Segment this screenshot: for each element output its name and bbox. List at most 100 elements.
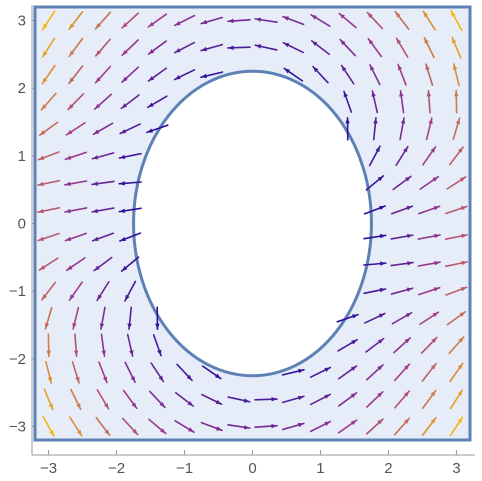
arrow-head [378, 313, 385, 318]
arrow-head [201, 73, 207, 79]
field-arrow [363, 234, 387, 240]
field-arrow [417, 260, 441, 267]
arrow-head [92, 236, 99, 241]
arrow-head [457, 417, 463, 424]
arrow-head [42, 23, 48, 30]
field-arrow [64, 180, 88, 187]
field-arrow [393, 417, 411, 436]
field-arrow [393, 363, 411, 382]
arrow-head [424, 37, 429, 44]
region-fill [35, 7, 470, 440]
field-arrow [445, 205, 468, 215]
field-arrow [94, 38, 111, 57]
arrow-head [97, 294, 102, 301]
arrow-head [461, 260, 468, 266]
field-arrow [94, 11, 112, 30]
arrow-head [120, 129, 127, 134]
region-border-ellipse [132, 69, 373, 378]
field-arrow [310, 14, 331, 28]
arrow-head [65, 155, 72, 160]
arrow-head [324, 394, 331, 399]
arrow-head [64, 208, 71, 214]
arrow-head [379, 234, 386, 239]
arrow-head [406, 206, 413, 211]
field-arrow [176, 363, 193, 382]
arrow-head [397, 64, 403, 71]
field-arrow [281, 422, 305, 431]
arrow-head [396, 38, 402, 45]
arrow-head [95, 23, 102, 29]
arrow-head [69, 77, 75, 84]
arrow-head [271, 396, 278, 402]
field-arrow [38, 257, 59, 271]
arrow-head [160, 428, 166, 434]
arrow-head [425, 64, 430, 71]
arrow-head [73, 350, 79, 357]
arrow-head [434, 260, 441, 266]
field-arrow [68, 37, 84, 58]
arrow-head [430, 363, 436, 370]
field-arrow [390, 233, 414, 240]
arrow-head [158, 375, 164, 382]
arrow-head [174, 75, 181, 80]
field-arrow [422, 10, 436, 31]
field-arrow [146, 124, 169, 134]
arrow-head [148, 21, 155, 27]
arrow-head [377, 419, 383, 425]
arrow-head [76, 403, 81, 410]
y-tick-label: −1 [9, 283, 26, 300]
field-arrow [367, 37, 383, 58]
field-arrow [42, 416, 55, 437]
field-arrow [390, 287, 414, 295]
y-tick-label: 0 [18, 216, 26, 233]
arrow-head [39, 265, 46, 271]
field-arrow [309, 420, 332, 433]
field-arrow [201, 365, 222, 380]
field-arrow [120, 256, 140, 272]
field-arrow [451, 36, 462, 59]
field-arrow [200, 71, 224, 79]
arrow-head [434, 233, 441, 239]
field-arrow [64, 232, 87, 242]
field-arrow [73, 333, 79, 358]
y-tick-label: 2 [18, 80, 26, 97]
arrow-head [243, 398, 250, 403]
field-arrow [450, 10, 463, 31]
field-arrow [126, 333, 134, 357]
field-arrow [372, 117, 378, 141]
field-arrow [446, 176, 467, 190]
arrow-head [76, 429, 82, 436]
field-arrow [425, 63, 434, 86]
arrow-head [127, 323, 132, 330]
field-arrow [93, 256, 113, 272]
arrow-head [69, 50, 75, 57]
arrow-head [380, 261, 386, 266]
arrow-head [215, 399, 222, 405]
field-arrow [68, 281, 83, 301]
field-arrow [227, 424, 251, 430]
arrow-head [460, 206, 467, 211]
field-arrow [417, 286, 441, 296]
field-arrow [338, 392, 358, 407]
field-arrow [418, 205, 441, 215]
arrow-head [460, 287, 467, 292]
arrow-head [452, 63, 458, 70]
field-arrow [41, 37, 56, 58]
field-arrow [422, 146, 437, 166]
field-arrow [173, 14, 196, 27]
field-arrow [445, 286, 468, 296]
field-arrow [394, 10, 410, 31]
field-arrow [68, 65, 84, 85]
arrow-head [131, 402, 137, 409]
field-arrow [338, 12, 357, 29]
arrow-head [72, 322, 77, 329]
arrow-head [92, 155, 99, 160]
field-arrow [99, 306, 106, 330]
arrow-head [243, 425, 250, 430]
arrow-head [400, 117, 406, 124]
field-arrow [254, 17, 278, 23]
arrow-head [433, 206, 440, 211]
arrow-head [311, 40, 318, 47]
arrow-head [132, 428, 138, 435]
field-arrow [227, 45, 251, 51]
